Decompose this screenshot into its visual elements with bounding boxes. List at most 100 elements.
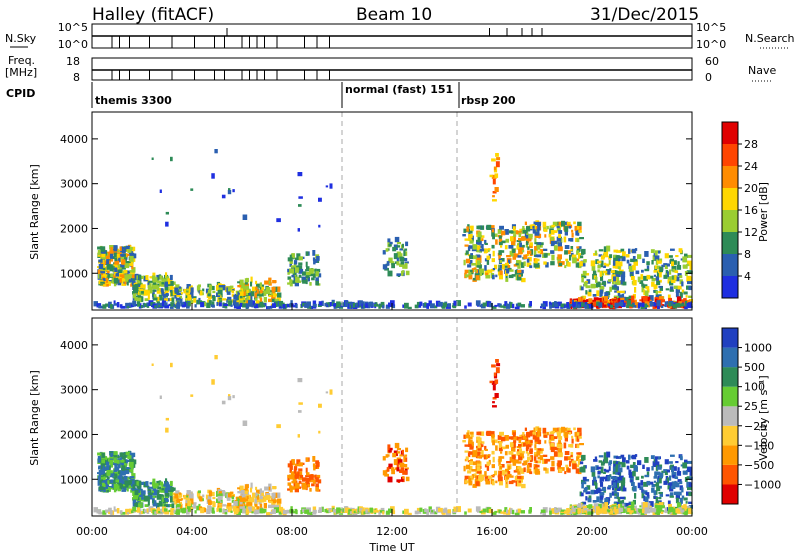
velocity-cell [666,477,669,484]
power-cell [655,291,658,296]
power-cell [469,245,473,249]
velocity-cell [508,436,514,440]
power-cell [596,290,600,297]
power-cell [129,270,135,273]
velocity-cell [263,496,267,502]
power-cell [613,255,618,261]
velocity-cell [316,461,320,468]
velocity-cell [152,489,158,496]
power-cell [598,302,603,308]
velocity-cell [477,442,481,449]
power-cell [245,303,250,309]
velocity-cell [546,458,551,462]
velocity-cell [101,456,106,460]
velocity-cell [477,461,481,464]
velocity-cell [290,506,293,512]
power-cell [263,302,266,307]
velocity-cell [218,503,222,506]
velocity-cell [287,488,291,491]
velocity-cell [282,510,287,515]
power-cell [156,296,160,302]
colorbar-segment [722,166,738,188]
power-cell [129,252,135,256]
velocity-cell [333,509,338,513]
velocity-cell [276,498,282,504]
velocity-cell [129,466,134,472]
power-cell [630,273,633,278]
velocity-cell [542,427,547,434]
power-cell [251,300,255,306]
power-cell [487,269,493,273]
velocity-cell [550,443,554,447]
velocity-cell [512,432,516,437]
velocity-cell [290,486,296,490]
velocity-cell [309,488,312,492]
velocity-cell [572,463,577,470]
velocity-cell [582,505,587,510]
velocity-cell [620,454,625,458]
power-cell [689,270,693,275]
velocity-cell [287,482,292,486]
power-cell [121,259,126,265]
velocity-cell [665,494,670,497]
velocity-cell [615,461,620,467]
velocity-cell [108,486,113,489]
power-cell [564,226,569,232]
velocity-cell [402,470,408,475]
power-cell [615,260,619,267]
colorbar-frame [721,327,739,505]
velocity-cell [534,444,537,449]
power-cell [625,296,630,302]
velocity-cell [297,471,303,477]
power-cell [644,290,649,297]
power-cell [577,304,580,309]
power-cell [600,260,604,265]
power-cell [263,296,267,303]
power-cell [220,293,223,298]
power-cell [506,255,511,258]
power-cell [396,245,400,248]
power-cell [609,299,612,302]
velocity-cell [138,509,142,515]
velocity-cell [317,479,322,484]
velocity-cell [615,471,619,475]
velocity-cell [518,480,521,483]
velocity-cell [245,509,250,515]
velocity-cell [686,476,692,480]
velocity-cell [218,491,222,494]
power-cell [203,302,207,307]
velocity-cell [481,441,485,444]
power-cell [631,295,635,302]
power-cell [276,286,281,292]
power-cell [272,293,277,298]
power-cell [289,283,293,287]
power-cell [324,302,327,307]
power-cell [670,248,675,251]
power-cell [227,190,232,195]
velocity-cell [604,502,608,508]
velocity-cell [484,471,487,477]
velocity-cell [468,466,473,471]
velocity-cell [431,510,434,513]
velocity-cell [210,491,215,497]
power-cell [227,287,232,292]
power-cell [178,286,182,289]
velocity-cell [113,455,118,462]
power-cell [537,242,542,245]
power-cell [494,187,499,192]
velocity-cell [265,495,271,501]
velocity-cell [494,510,498,513]
power-cell [558,234,562,239]
power-cell [484,269,490,275]
power-cell [590,260,596,267]
power-cell [157,285,160,291]
power-cell [254,298,258,301]
power-cell [353,306,358,309]
velocity-cell [98,511,102,515]
power-cell [537,224,541,231]
power-cell [554,301,557,306]
power-cell [676,276,680,282]
velocity-cell [632,499,636,505]
power-cell [255,303,259,309]
